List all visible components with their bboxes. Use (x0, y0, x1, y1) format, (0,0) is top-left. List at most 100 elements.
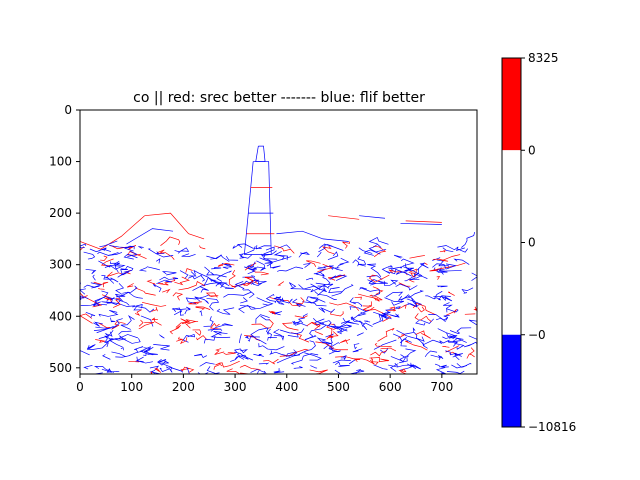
edge-stroke (226, 368, 250, 375)
edge-stroke (385, 268, 412, 277)
edge-stroke (457, 248, 468, 253)
edge-stroke (330, 342, 340, 348)
edge-stroke (253, 353, 264, 357)
edge-stroke (293, 366, 303, 369)
edge-stroke (94, 290, 109, 306)
edge-stroke (438, 269, 462, 275)
edge-stroke (93, 281, 109, 288)
edge-stroke (454, 342, 465, 350)
edge-stroke (408, 268, 417, 278)
edge-stroke (182, 333, 195, 343)
y-axis: 0 100 200 300 400 500 (49, 103, 80, 375)
edge-stroke (291, 332, 310, 343)
colorbar-tick-label: 0 (528, 236, 536, 250)
edge-stroke (120, 285, 138, 297)
edge-stroke (141, 302, 167, 307)
edge-stroke (359, 287, 367, 290)
edge-stroke (180, 318, 190, 325)
edge-stroke (318, 244, 333, 253)
edge-stroke (236, 243, 262, 249)
edge-stroke (333, 323, 343, 335)
edge-stroke (215, 360, 240, 368)
edge-stroke (258, 343, 285, 351)
edge-stroke (110, 299, 135, 307)
x-tick-label: 0 (76, 380, 84, 394)
edge-stroke (111, 321, 126, 330)
edge-stroke (414, 313, 419, 321)
edge-stroke (83, 251, 96, 260)
edge-stroke (260, 315, 270, 321)
edge-stroke (317, 337, 326, 342)
edge-stroke (98, 309, 119, 317)
edge-stroke (447, 291, 455, 296)
edge-stroke (429, 262, 466, 272)
edge-stroke (138, 319, 144, 327)
y-tick-label: 300 (49, 258, 72, 272)
edge-stroke (312, 318, 325, 325)
edge-stroke (205, 292, 219, 298)
edge-stroke (274, 245, 295, 254)
x-axis: 0 100 200 300 400 500 600 700 (76, 374, 453, 394)
edge-stroke (373, 311, 392, 320)
edge-stroke (393, 254, 403, 259)
edge-stroke (408, 290, 425, 299)
edge-stroke (329, 274, 348, 281)
edge-stroke (395, 283, 418, 291)
edge-stroke (314, 291, 337, 300)
x-tick-label: 200 (172, 380, 195, 394)
edge-stroke (353, 343, 360, 350)
edge-stroke (374, 343, 392, 348)
edge-stroke (271, 311, 282, 316)
edge-stroke (251, 280, 263, 287)
edge-stroke (200, 275, 206, 282)
edge-stroke (331, 284, 354, 297)
edge-stroke (293, 320, 302, 325)
edge-stroke (288, 282, 312, 291)
edge-stroke (409, 255, 425, 259)
edge-stroke (173, 310, 183, 316)
edge-stroke (119, 335, 141, 344)
edge-stroke (317, 284, 329, 289)
edge-stroke (203, 335, 216, 344)
edge-stroke (143, 349, 148, 356)
edge-stroke (417, 306, 425, 313)
edge-stroke (138, 267, 148, 272)
edge-stroke (270, 264, 281, 269)
edge-stroke (373, 364, 388, 370)
edge-stroke (101, 297, 115, 304)
plot-frame (79, 109, 478, 375)
edge-stroke (97, 251, 119, 256)
edge-stroke (124, 245, 135, 252)
edge-stroke (112, 297, 121, 308)
edge-stroke (105, 276, 115, 284)
edge-stroke (199, 245, 206, 250)
edge-stroke (384, 297, 405, 306)
edge-stroke (313, 268, 327, 277)
edge-stroke (399, 348, 417, 363)
edge-stroke (385, 291, 404, 298)
edge-stroke (174, 247, 190, 254)
heatmap-image (79, 145, 478, 375)
edge-stroke (204, 266, 227, 278)
edge-stroke (290, 353, 319, 365)
edge-stroke (366, 275, 383, 280)
edge-stroke (296, 303, 306, 308)
chart-title: co || red: srec better ------- blue: fli… (133, 90, 425, 106)
edge-stroke (263, 246, 275, 258)
edge-stroke (120, 315, 135, 330)
edge-stroke (132, 304, 143, 309)
edge-stroke (195, 306, 211, 310)
edge-stroke (223, 351, 236, 355)
edge-stroke (151, 306, 158, 312)
edge-stroke (317, 263, 333, 273)
edge-stroke (294, 315, 308, 318)
edge-stroke (372, 316, 384, 325)
edge-stroke (188, 301, 203, 305)
edge-stroke (364, 320, 371, 323)
edge-stroke (473, 306, 478, 312)
edge-stroke (267, 337, 277, 341)
edge-stroke (276, 230, 349, 242)
edge-stroke (323, 344, 332, 350)
edge-stroke (462, 287, 474, 292)
edge-stroke (217, 263, 235, 267)
